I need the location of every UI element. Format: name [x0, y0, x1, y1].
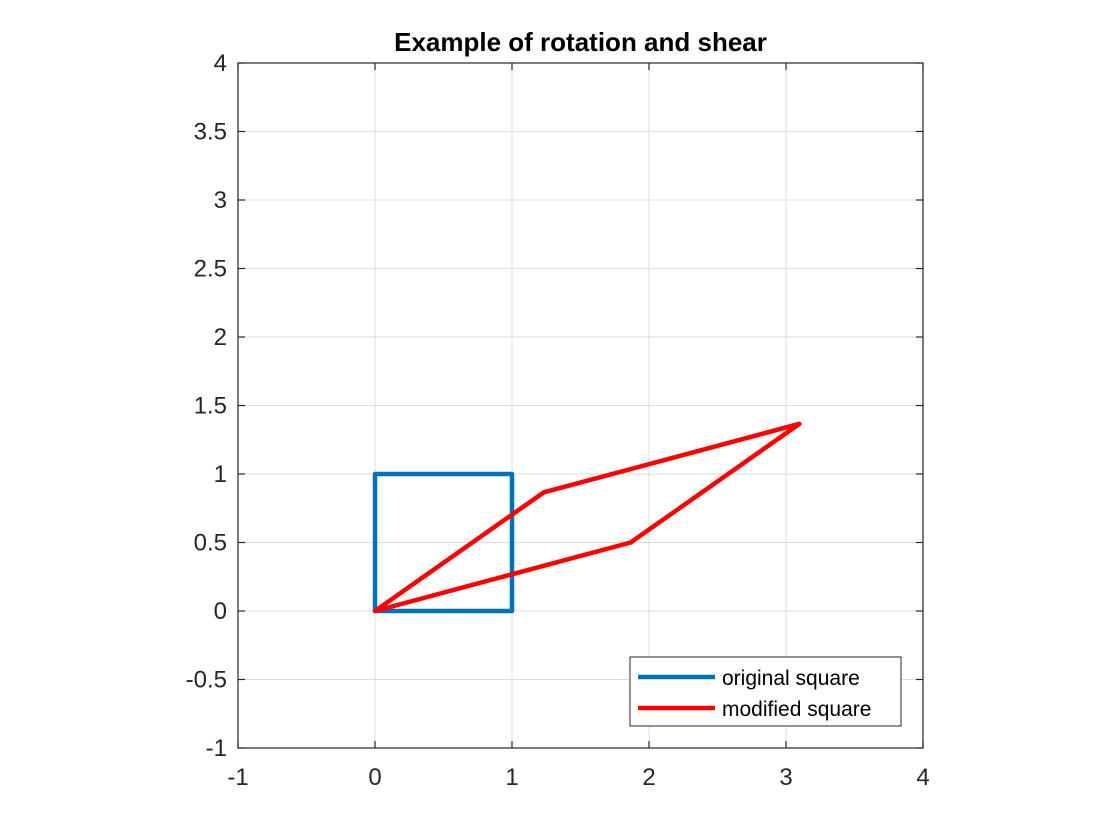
y-tick-label: 0	[214, 598, 227, 625]
y-tick-label: 0.5	[194, 530, 227, 557]
legend-label-original-square: original square	[722, 667, 860, 690]
y-tick-label: 4	[214, 50, 227, 77]
axis-ticks: -1 0 1 2 3 4 -1 -0.5 0 0.5 1 1.5 2 2.5 3 3.5 4	[186, 50, 930, 791]
y-tick-label: 3.5	[194, 119, 227, 146]
legend-label-modified-square: modified square	[722, 698, 871, 721]
legend: original square modified square	[629, 656, 902, 727]
y-tick-label: 3	[214, 187, 227, 214]
x-tick-label: 2	[642, 764, 655, 791]
x-tick-label: 4	[916, 764, 929, 791]
series-line-original-square	[372, 471, 515, 614]
y-tick-label: -1	[206, 735, 227, 762]
series-line-modified-square	[372, 421, 802, 614]
legend-box	[629, 656, 902, 727]
y-tick-label: 1	[214, 461, 227, 488]
plot-series	[372, 421, 802, 614]
y-tick-label: 1.5	[194, 393, 227, 420]
y-tick-label: -0.5	[186, 667, 227, 694]
x-tick-label: 3	[779, 764, 792, 791]
chart-title: Example of rotation and shear	[394, 27, 767, 57]
x-tick-label: 0	[368, 764, 381, 791]
y-tick-label: 2	[214, 324, 227, 351]
x-tick-label: 1	[505, 764, 518, 791]
x-tick-label: -1	[227, 764, 248, 791]
y-tick-label: 2.5	[194, 256, 227, 283]
